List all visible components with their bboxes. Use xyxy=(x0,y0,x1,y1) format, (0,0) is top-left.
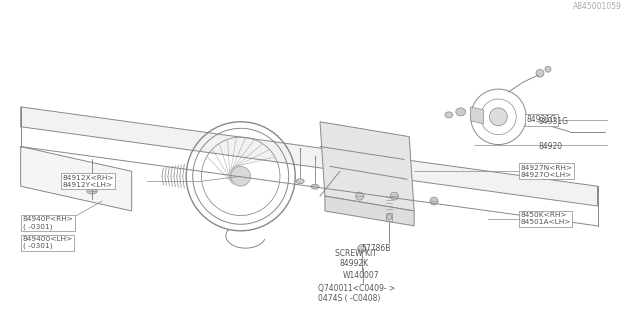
Circle shape xyxy=(536,69,544,77)
Circle shape xyxy=(356,192,364,200)
Text: A845001059: A845001059 xyxy=(573,2,622,11)
Text: 57786B: 57786B xyxy=(362,244,391,253)
Text: Q740011<C0409- >: Q740011<C0409- > xyxy=(318,284,396,293)
Polygon shape xyxy=(20,147,132,211)
Text: 8450K<RH>
84501A<LH>: 8450K<RH> 84501A<LH> xyxy=(520,212,571,225)
Ellipse shape xyxy=(445,112,453,118)
Text: SCREW KIT: SCREW KIT xyxy=(335,249,377,258)
Polygon shape xyxy=(325,196,414,226)
Ellipse shape xyxy=(87,188,97,194)
Text: 0474S ( -C0408): 0474S ( -C0408) xyxy=(318,294,380,303)
Text: 84927N<RH>
84927O<LH>: 84927N<RH> 84927O<LH> xyxy=(520,165,572,178)
Text: 84931G: 84931G xyxy=(538,117,568,126)
Ellipse shape xyxy=(296,179,304,184)
Text: 84920: 84920 xyxy=(538,142,562,151)
Circle shape xyxy=(545,66,551,72)
Text: 849400<LH>
( -0301): 849400<LH> ( -0301) xyxy=(22,236,73,250)
Polygon shape xyxy=(20,107,598,206)
Text: W140007: W140007 xyxy=(343,271,380,280)
Ellipse shape xyxy=(456,108,466,116)
Circle shape xyxy=(358,245,365,252)
Polygon shape xyxy=(470,107,484,124)
Text: 84992K: 84992K xyxy=(340,259,369,268)
Circle shape xyxy=(231,166,250,186)
Circle shape xyxy=(490,108,508,126)
Circle shape xyxy=(430,197,438,205)
Text: 84912X<RH>
84912Y<LH>: 84912X<RH> 84912Y<LH> xyxy=(62,175,114,188)
Ellipse shape xyxy=(387,214,392,220)
Text: 84940P<RH>
( -0301): 84940P<RH> ( -0301) xyxy=(22,216,74,230)
Text: 84931G: 84931G xyxy=(526,115,556,124)
Circle shape xyxy=(390,192,398,200)
Polygon shape xyxy=(320,122,414,211)
Ellipse shape xyxy=(311,184,319,189)
